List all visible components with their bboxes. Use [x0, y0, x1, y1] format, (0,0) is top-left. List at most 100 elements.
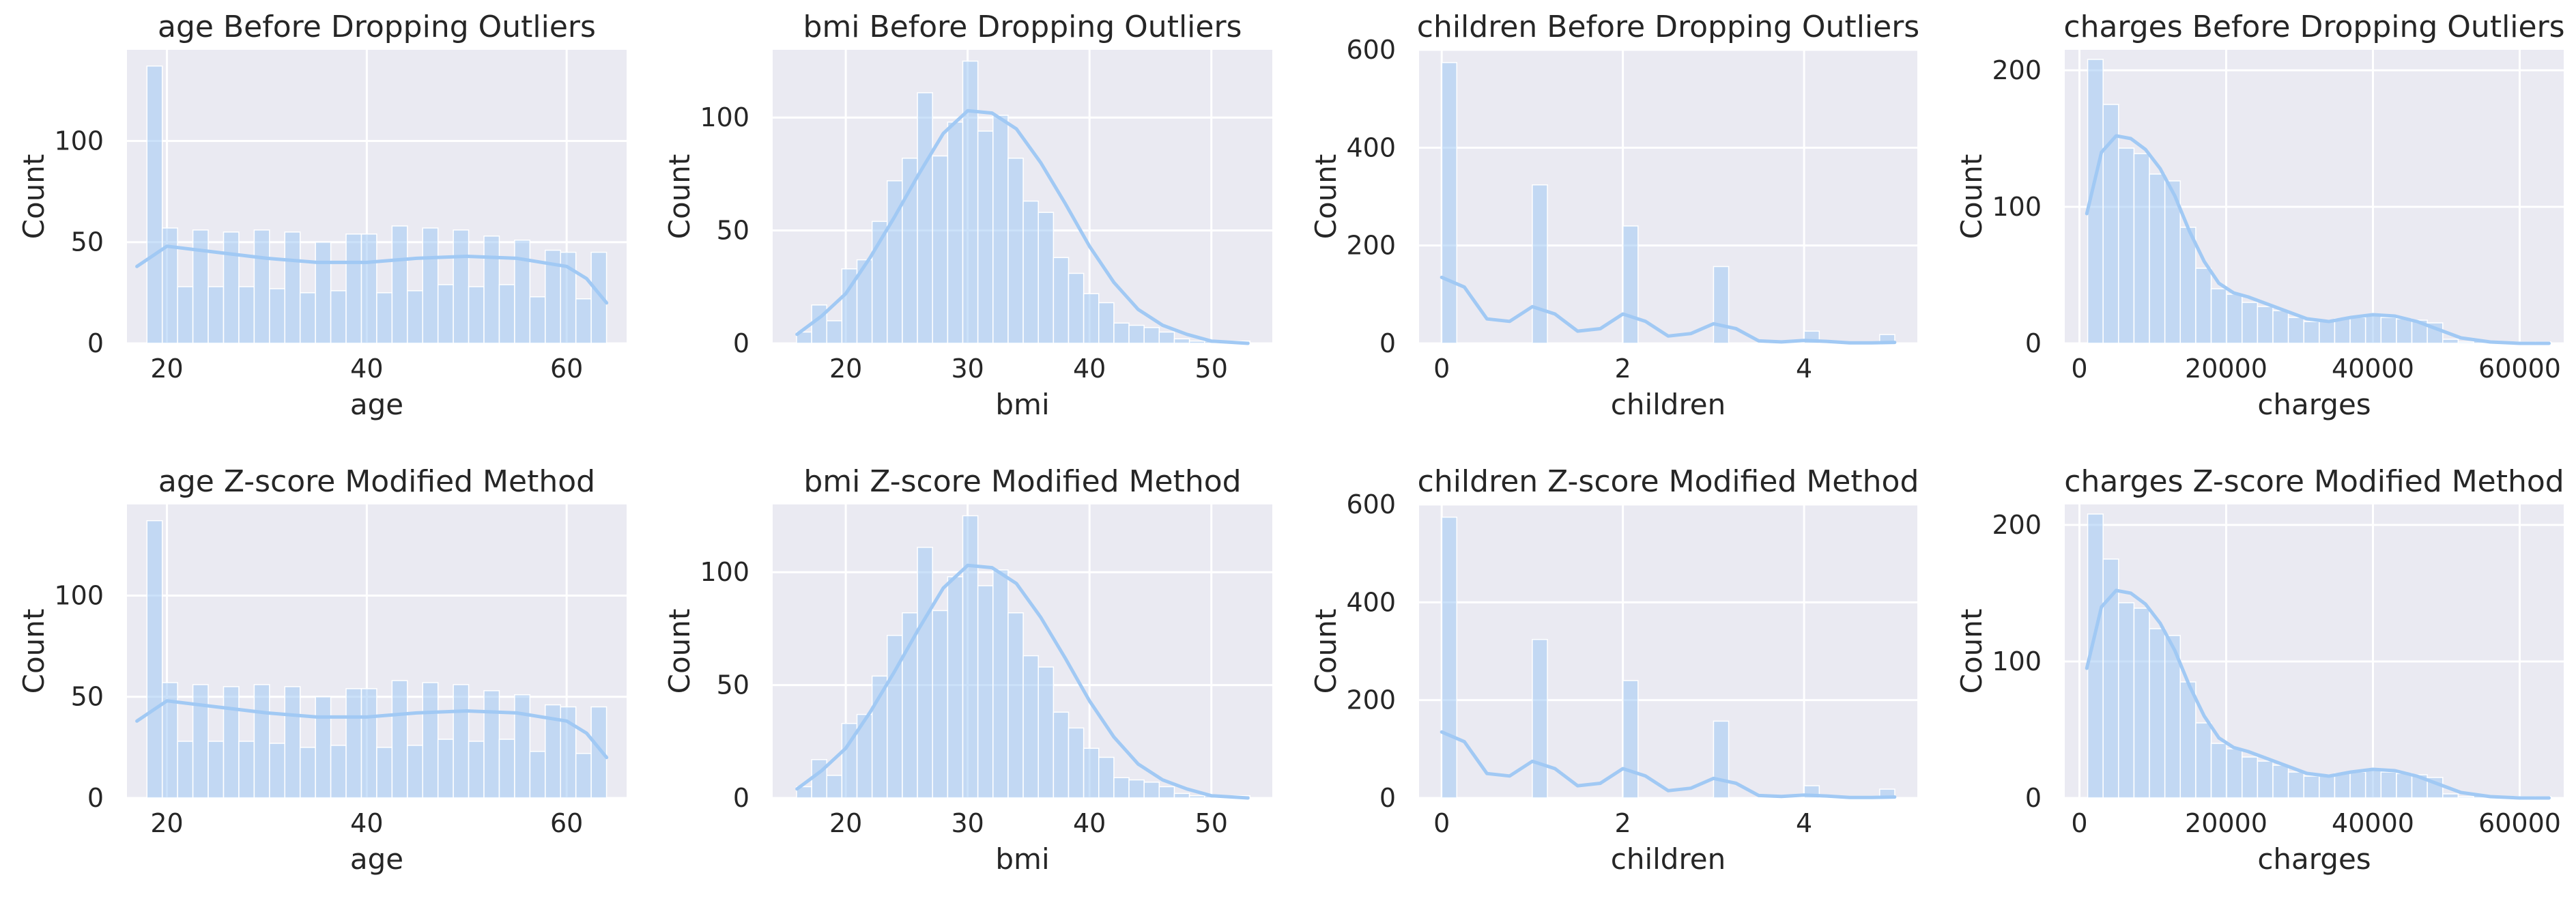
histogram-bar	[2442, 793, 2459, 799]
x-axis-label: bmi	[995, 842, 1049, 876]
histogram-bar	[1188, 340, 1205, 344]
y-axis-label: Count	[663, 609, 696, 694]
histogram-bar	[902, 158, 918, 344]
histogram-bar	[2241, 302, 2259, 344]
chart-title: bmi Before Dropping Outliers	[803, 10, 1242, 44]
x-tick-label: 60000	[2478, 808, 2561, 838]
histogram-bar	[2396, 318, 2413, 344]
histogram-bar	[932, 155, 949, 344]
plot-background	[1419, 504, 1917, 798]
y-tick-label: 200	[1346, 685, 1396, 715]
histogram-bar	[2195, 268, 2212, 344]
histogram-bar	[483, 236, 500, 344]
kde-line	[1440, 730, 1897, 799]
histogram-bar	[192, 229, 209, 344]
x-tick-label: 2	[1615, 354, 1631, 384]
x-tick-label: 60	[550, 808, 583, 838]
histogram-bar	[146, 65, 163, 344]
x-tick-label: 20000	[2185, 354, 2267, 384]
y-tick-label: 200	[1992, 55, 2042, 85]
x-tick-label: 4	[1796, 808, 1812, 838]
chart-title: children Z-score Modified Method	[1418, 464, 1919, 499]
histogram-bar	[2118, 147, 2135, 344]
histogram-bar	[498, 284, 515, 344]
histogram-bar	[902, 612, 918, 799]
histogram-bar	[1173, 338, 1190, 344]
histogram-bar	[1622, 680, 1639, 799]
histogram-bar	[360, 688, 377, 799]
x-axis-label: bmi	[995, 388, 1049, 421]
histogram-panel-8: 0 20000 40000 60000 0 100 200 charges Count charg…	[1955, 464, 2564, 876]
histogram-bar	[2210, 743, 2227, 799]
kde-line	[2085, 134, 2551, 345]
x-axis-label: children	[1611, 388, 1726, 421]
histogram-bar	[223, 686, 240, 799]
histogram-bar	[2118, 602, 2135, 799]
y-tick-label: 50	[717, 216, 749, 246]
y-tick-label: 50	[71, 227, 104, 257]
histogram-bar	[575, 298, 592, 344]
histogram-bar	[2319, 319, 2336, 344]
histogram-bar	[1113, 322, 1130, 344]
histogram-bar	[947, 576, 964, 799]
histogram-bar	[238, 741, 255, 799]
x-tick-label: 4	[1796, 354, 1812, 384]
histogram-panel-1: 20 40 60 0 50 100 age Count age Before Dropping …	[17, 10, 627, 421]
y-tick-label: 0	[1379, 328, 1396, 358]
y-axis-label: Count	[1309, 154, 1343, 240]
y-tick-label: 100	[1992, 646, 2042, 676]
kde-line	[2085, 588, 2551, 800]
histogram-bar	[1532, 639, 1548, 799]
histogram-panel-5: 20 40 60 0 50 100 age Count age Z-score Modified…	[17, 464, 627, 876]
x-axis-label: children	[1611, 842, 1726, 876]
histogram-bar	[560, 706, 577, 799]
y-tick-label: 400	[1346, 587, 1396, 617]
histogram-bar	[437, 739, 454, 799]
histogram-bar	[284, 231, 301, 344]
kde-line	[1440, 275, 1897, 345]
histogram-bar	[1713, 266, 1730, 344]
chart-title: charges Z-score Modified Method	[2064, 464, 2564, 499]
histogram-bar	[422, 227, 439, 344]
y-tick-label: 100	[54, 580, 104, 610]
histogram-bar	[1188, 795, 1205, 799]
histogram-bar	[1098, 756, 1115, 799]
histogram-bar	[2287, 317, 2304, 344]
histogram-bar	[560, 251, 577, 344]
histogram-bar	[177, 286, 194, 344]
y-tick-label: 0	[2025, 783, 2042, 813]
histogram-bar	[269, 743, 286, 799]
histogram-bar	[2349, 771, 2366, 799]
histogram-bar	[514, 240, 531, 344]
histogram-bar	[2364, 769, 2382, 799]
y-axis-label: Count	[1309, 609, 1343, 694]
x-tick-label: 50	[1195, 354, 1228, 384]
chart-title: charges Before Dropping Outliers	[2063, 10, 2564, 44]
histogram-bar	[269, 288, 286, 344]
y-tick-label: 600	[1346, 489, 1396, 519]
histogram-bar	[826, 775, 843, 799]
y-axis-label: Count	[1955, 609, 1988, 694]
y-tick-label: 100	[54, 126, 104, 156]
y-tick-label: 0	[87, 328, 104, 358]
histogram-bar	[2226, 294, 2243, 344]
x-tick-label: 60000	[2478, 354, 2561, 384]
histogram-bar	[1083, 747, 1100, 799]
histogram-bar	[1622, 225, 1639, 344]
y-tick-label: 50	[71, 682, 104, 712]
histogram-bar	[992, 569, 1009, 799]
histogram-bar	[811, 759, 828, 799]
histogram-bar	[2149, 628, 2166, 799]
histogram-bar	[514, 694, 531, 799]
histogram-bar	[315, 241, 332, 344]
histogram-bar	[238, 286, 255, 344]
histogram-bar	[1007, 158, 1024, 344]
chart-title: age Before Dropping Outliers	[158, 10, 596, 44]
histogram-bar	[2349, 317, 2366, 344]
histogram-bar	[1022, 655, 1039, 799]
histogram-bar	[917, 547, 933, 799]
histogram-bar	[468, 741, 485, 799]
histogram-bar	[299, 747, 316, 799]
histogram-bar	[2380, 771, 2397, 799]
x-tick-label: 20	[829, 354, 862, 384]
